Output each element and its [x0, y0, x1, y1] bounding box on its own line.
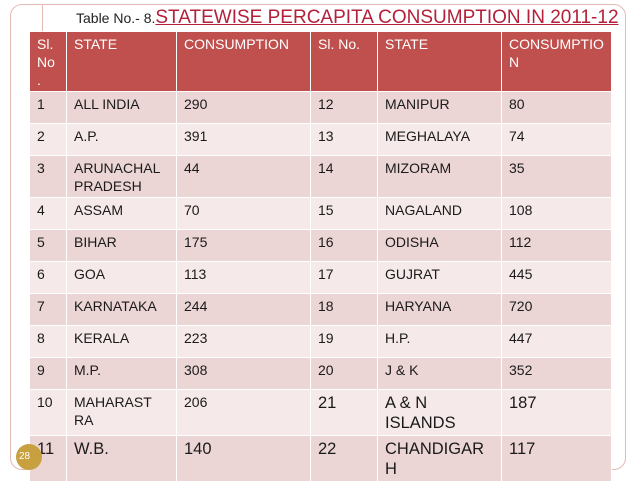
table-row: 11 W.B. 140 22 CHANDIGAR H 117 [29, 435, 612, 482]
cell-state: CHANDIGAR H [377, 435, 502, 482]
cell-consumption: 352 [501, 357, 612, 390]
cell-state: A & N ISLANDS [377, 389, 502, 436]
cell-consumption: 35 [501, 155, 612, 198]
cell-sl-no: 14 [310, 155, 378, 198]
table-row: 3 ARUNACHAL PRADESH 44 14 MIZORAM 35 [29, 155, 612, 198]
cell-sl-no: 2 [29, 123, 67, 156]
cell-state: W.B. [66, 435, 177, 482]
header-state-right: STATE [377, 31, 502, 92]
cell-sl-no: 4 [29, 197, 67, 230]
cell-sl-no: 15 [310, 197, 378, 230]
table-row: 2 A.P. 391 13 MEGHALAYA 74 [29, 123, 612, 156]
cell-consumption: 447 [501, 325, 612, 358]
cell-consumption: 445 [501, 261, 612, 294]
cell-sl-no: 13 [310, 123, 378, 156]
cell-consumption: 391 [176, 123, 311, 156]
header-sl-no-left: Sl. No . [29, 31, 67, 92]
table-title: STATEWISE PERCAPITA CONSUMPTION IN 2011-… [155, 7, 619, 28]
cell-sl-no: 9 [29, 357, 67, 390]
cell-sl-no: 17 [310, 261, 378, 294]
cell-consumption: 187 [501, 389, 612, 436]
page-number-badge: 28 [16, 444, 42, 470]
cell-consumption: 108 [501, 197, 612, 230]
table-row: 1 ALL INDIA 290 12 MANIPUR 80 [29, 91, 612, 124]
cell-sl-no: 19 [310, 325, 378, 358]
cell-consumption: 140 [176, 435, 311, 482]
cell-consumption: 74 [501, 123, 612, 156]
header-consumption-left: CONSUMPTION [176, 31, 311, 92]
cell-consumption: 206 [176, 389, 311, 436]
header-state-left: STATE [66, 31, 177, 92]
cell-sl-no: 7 [29, 293, 67, 326]
cell-state: A.P. [66, 123, 177, 156]
table-row: 9 M.P. 308 20 J & K 352 [29, 357, 612, 390]
cell-state: H.P. [377, 325, 502, 358]
cell-sl-no: 6 [29, 261, 67, 294]
cell-sl-no: 1 [29, 91, 67, 124]
cell-consumption: 308 [176, 357, 311, 390]
cell-consumption: 113 [176, 261, 311, 294]
cell-consumption: 290 [176, 91, 311, 124]
cell-sl-no: 22 [310, 435, 378, 482]
cell-sl-no: 18 [310, 293, 378, 326]
cell-sl-no: 20 [310, 357, 378, 390]
consumption-table: Sl. No . STATE CONSUMPTION Sl. No. STATE… [29, 31, 612, 482]
cell-sl-no: 10 [29, 389, 67, 436]
cell-state: KARNATAKA [66, 293, 177, 326]
cell-sl-no: 21 [310, 389, 378, 436]
cell-consumption: 117 [501, 435, 612, 482]
table-row: 5 BIHAR 175 16 ODISHA 112 [29, 229, 612, 262]
cell-state: MEGHALAYA [377, 123, 502, 156]
cell-consumption: 70 [176, 197, 311, 230]
cell-consumption: 223 [176, 325, 311, 358]
header-consumption-right: CONSUMPTIO N [501, 31, 612, 92]
cell-state: J & K [377, 357, 502, 390]
cell-state: ASSAM [66, 197, 177, 230]
table-header-row: Sl. No . STATE CONSUMPTION Sl. No. STATE… [29, 31, 612, 92]
header-sl-no-right: Sl. No. [310, 31, 378, 92]
cell-state: M.P. [66, 357, 177, 390]
table-row: 7 KARNATAKA 244 18 HARYANA 720 [29, 293, 612, 326]
cell-state: GOA [66, 261, 177, 294]
cell-sl-no: 5 [29, 229, 67, 262]
cell-sl-no: 16 [310, 229, 378, 262]
table-row: 4 ASSAM 70 15 NAGALAND 108 [29, 197, 612, 230]
cell-state: MAHARAST RA [66, 389, 177, 436]
cell-state: ODISHA [377, 229, 502, 262]
table-row: 8 KERALA 223 19 H.P. 447 [29, 325, 612, 358]
cell-consumption: 175 [176, 229, 311, 262]
cell-state: KERALA [66, 325, 177, 358]
cell-state: GUJRAT [377, 261, 502, 294]
cell-state: MANIPUR [377, 91, 502, 124]
table-row: 10 MAHARAST RA 206 21 A & N ISLANDS 187 [29, 389, 612, 436]
cell-consumption: 80 [501, 91, 612, 124]
cell-sl-no: 3 [29, 155, 67, 198]
cell-state: ALL INDIA [66, 91, 177, 124]
cell-consumption: 720 [501, 293, 612, 326]
cell-sl-no: 12 [310, 91, 378, 124]
cell-state: HARYANA [377, 293, 502, 326]
table-number-label: Table No.- 8. [76, 10, 156, 26]
cell-consumption: 44 [176, 155, 311, 198]
cell-sl-no: 8 [29, 325, 67, 358]
cell-state: MIZORAM [377, 155, 502, 198]
cell-consumption: 112 [501, 229, 612, 262]
cell-consumption: 244 [176, 293, 311, 326]
cell-state: ARUNACHAL PRADESH [66, 155, 177, 198]
cell-state: NAGALAND [377, 197, 502, 230]
table-row: 6 GOA 113 17 GUJRAT 445 [29, 261, 612, 294]
slide-title: Table No.- 8.STATEWISE PERCAPITA CONSUMP… [76, 8, 619, 27]
cell-state: BIHAR [66, 229, 177, 262]
